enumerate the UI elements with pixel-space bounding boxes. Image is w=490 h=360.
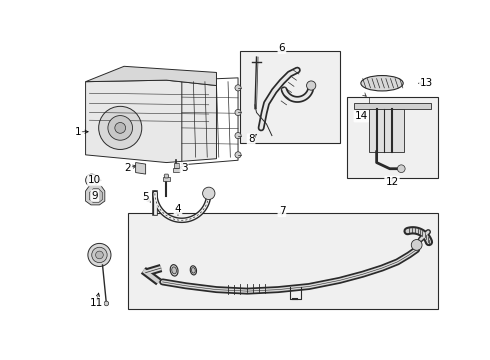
Text: 1: 1 xyxy=(74,127,81,137)
Circle shape xyxy=(115,122,125,133)
Text: 8: 8 xyxy=(248,134,254,144)
Circle shape xyxy=(411,239,422,250)
Circle shape xyxy=(98,106,142,149)
Circle shape xyxy=(203,187,215,199)
Circle shape xyxy=(89,177,95,183)
Circle shape xyxy=(235,132,241,139)
Polygon shape xyxy=(86,66,217,86)
Circle shape xyxy=(235,85,241,91)
Text: 5: 5 xyxy=(142,192,149,202)
Bar xyxy=(163,177,171,181)
Bar xyxy=(354,103,431,109)
Polygon shape xyxy=(136,163,146,174)
Circle shape xyxy=(235,152,241,158)
Polygon shape xyxy=(89,189,102,203)
Ellipse shape xyxy=(361,76,403,91)
Bar xyxy=(128,213,438,309)
Text: 4: 4 xyxy=(174,204,181,214)
Circle shape xyxy=(235,109,241,116)
Ellipse shape xyxy=(172,267,176,274)
Circle shape xyxy=(88,243,111,266)
Text: 9: 9 xyxy=(92,191,98,201)
Text: 3: 3 xyxy=(181,163,188,173)
Text: 2: 2 xyxy=(124,163,131,173)
Text: 10: 10 xyxy=(88,175,101,185)
Text: 13: 13 xyxy=(420,78,433,88)
Bar xyxy=(172,168,180,172)
Bar xyxy=(240,51,340,143)
Circle shape xyxy=(86,174,98,186)
Ellipse shape xyxy=(192,267,195,273)
Circle shape xyxy=(92,247,107,263)
Circle shape xyxy=(104,301,109,306)
Circle shape xyxy=(108,116,132,140)
Text: 11: 11 xyxy=(90,298,103,309)
Polygon shape xyxy=(86,80,217,163)
Circle shape xyxy=(96,251,103,259)
Ellipse shape xyxy=(190,266,196,275)
Text: 7: 7 xyxy=(279,206,285,216)
Circle shape xyxy=(397,165,405,172)
Polygon shape xyxy=(164,174,169,178)
Text: 12: 12 xyxy=(386,177,399,187)
Bar xyxy=(174,163,179,168)
Bar xyxy=(369,109,404,152)
Bar xyxy=(347,97,438,178)
Text: 14: 14 xyxy=(355,111,368,121)
Text: 6: 6 xyxy=(279,43,285,53)
Ellipse shape xyxy=(170,265,178,276)
Polygon shape xyxy=(86,186,105,205)
Circle shape xyxy=(307,81,316,90)
